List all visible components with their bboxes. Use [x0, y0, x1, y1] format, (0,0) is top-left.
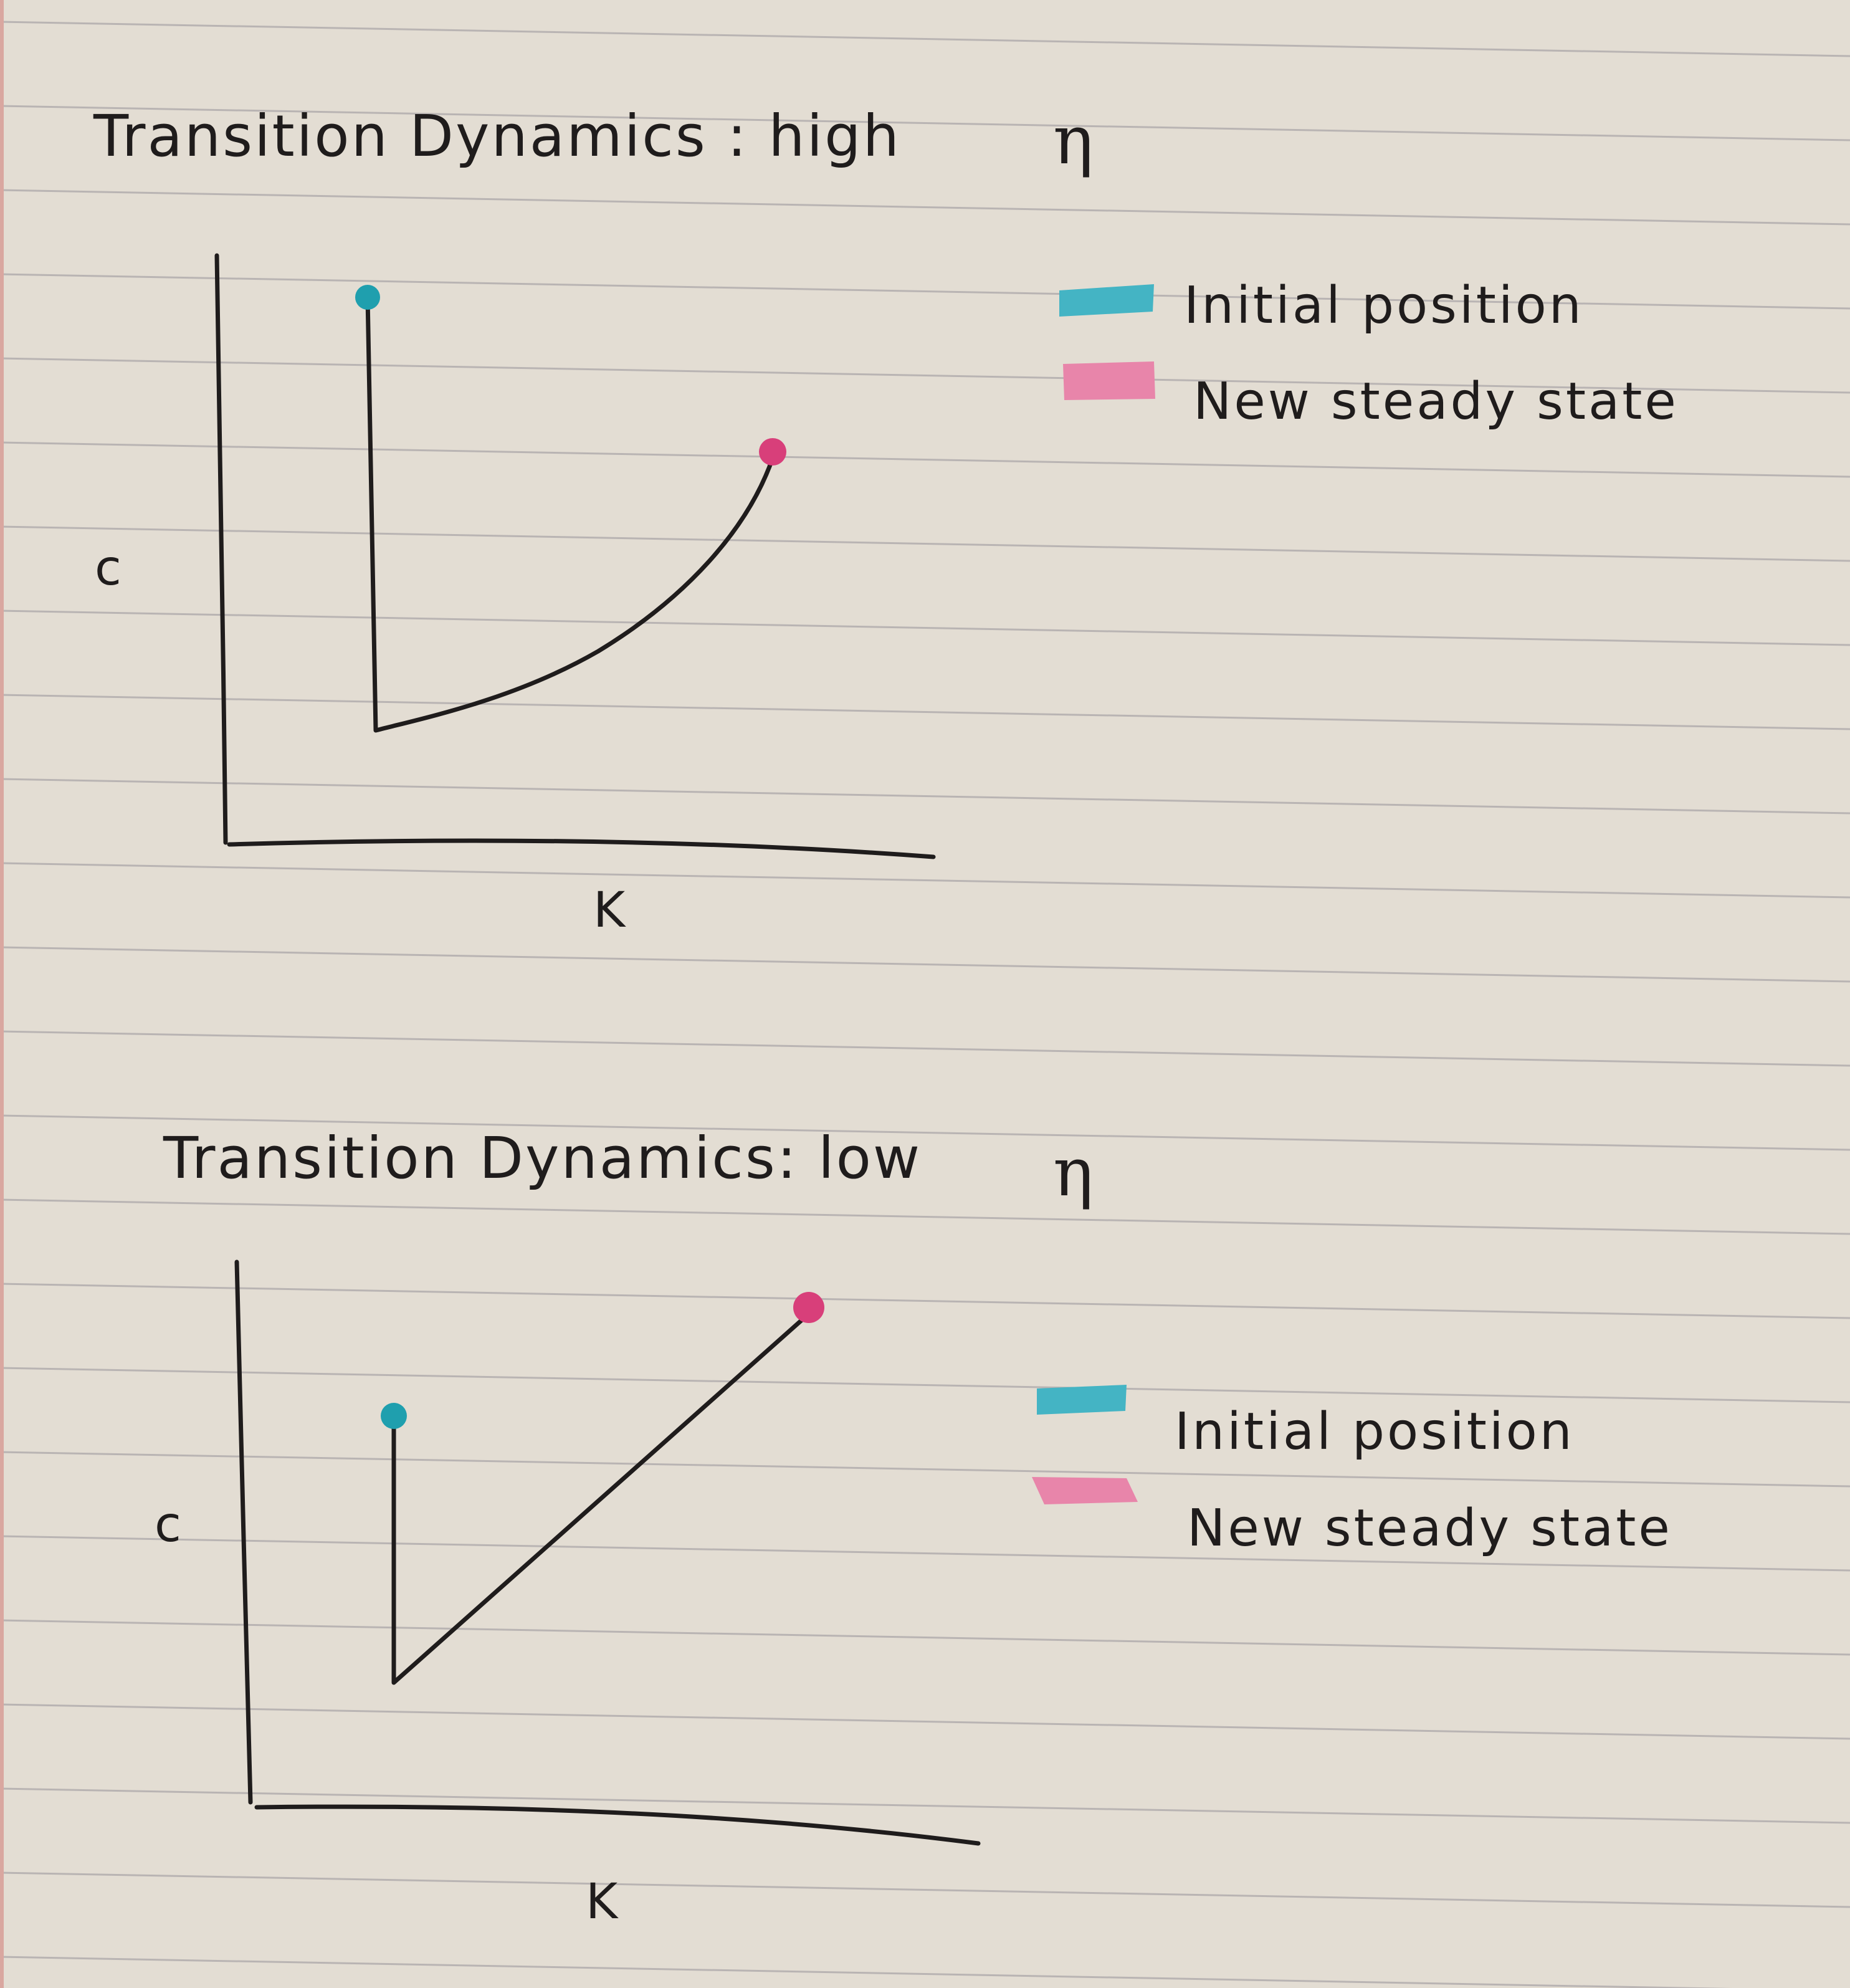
rule-line [0, 1787, 1850, 1824]
y-axis-label: c [95, 540, 122, 596]
transition-path [365, 295, 775, 733]
panel-title: Transition Dynamics : high [93, 103, 901, 170]
transition-path [391, 1312, 810, 1685]
rule-line [0, 1030, 1850, 1067]
rule-line [0, 946, 1850, 983]
legend-label-new: New steady state [1193, 372, 1679, 431]
rule-line [0, 1871, 1850, 1908]
new-steady-state-marker [759, 438, 786, 466]
page-margin-edge [0, 0, 4, 1988]
rule-line [0, 1114, 1850, 1151]
x-axis [227, 838, 936, 859]
legend: Initial position New steady state [1059, 276, 1679, 431]
initial-position-marker [381, 1403, 407, 1429]
y-axis [214, 253, 228, 845]
legend-swatch-new [1032, 1477, 1138, 1504]
rule-line [0, 1619, 1850, 1656]
legend-label-new: New steady state [1187, 1499, 1672, 1558]
eta-symbol: η [1053, 102, 1094, 179]
ruled-lines [0, 21, 1850, 1988]
x-axis [254, 1804, 981, 1846]
rule-line [0, 273, 1850, 310]
rule-line [0, 1535, 1850, 1572]
rule-line [0, 1198, 1850, 1235]
legend-swatch-initial [1037, 1385, 1127, 1415]
legend-swatch-new [1063, 361, 1155, 400]
legend-label-initial: Initial position [1184, 276, 1584, 335]
rule-line [0, 778, 1850, 815]
rule-line [0, 862, 1850, 899]
panel-low-eta: Transition Dynamics: low η c K Initial p… [155, 1125, 1672, 1930]
rule-line [0, 609, 1850, 646]
rule-line [0, 1956, 1733, 1988]
rule-line [0, 1451, 1850, 1488]
x-axis-label: K [586, 1874, 619, 1930]
y-axis [234, 1259, 253, 1805]
eta-symbol: η [1053, 1134, 1094, 1211]
panel-title: Transition Dynamics: low [163, 1125, 922, 1192]
legend-swatch-initial [1059, 284, 1154, 317]
panel-high-eta: Transition Dynamics : high η c K Initial… [93, 102, 1679, 939]
rule-line [0, 105, 1850, 141]
rule-line [0, 1367, 1850, 1403]
rule-line [0, 441, 1850, 478]
rule-line [0, 525, 1850, 562]
legend: Initial position New steady state [1032, 1385, 1672, 1558]
rule-line [0, 1703, 1850, 1740]
x-axis-label: K [593, 882, 626, 939]
new-steady-state-marker [793, 1292, 824, 1323]
rule-line [0, 21, 1850, 57]
rule-line [0, 1283, 1850, 1319]
rule-line [0, 189, 1850, 226]
initial-position-marker [355, 285, 380, 310]
rule-line [0, 357, 1850, 394]
y-axis-label: c [155, 1497, 181, 1553]
legend-label-initial: Initial position [1175, 1402, 1575, 1461]
rule-line [0, 694, 1850, 730]
